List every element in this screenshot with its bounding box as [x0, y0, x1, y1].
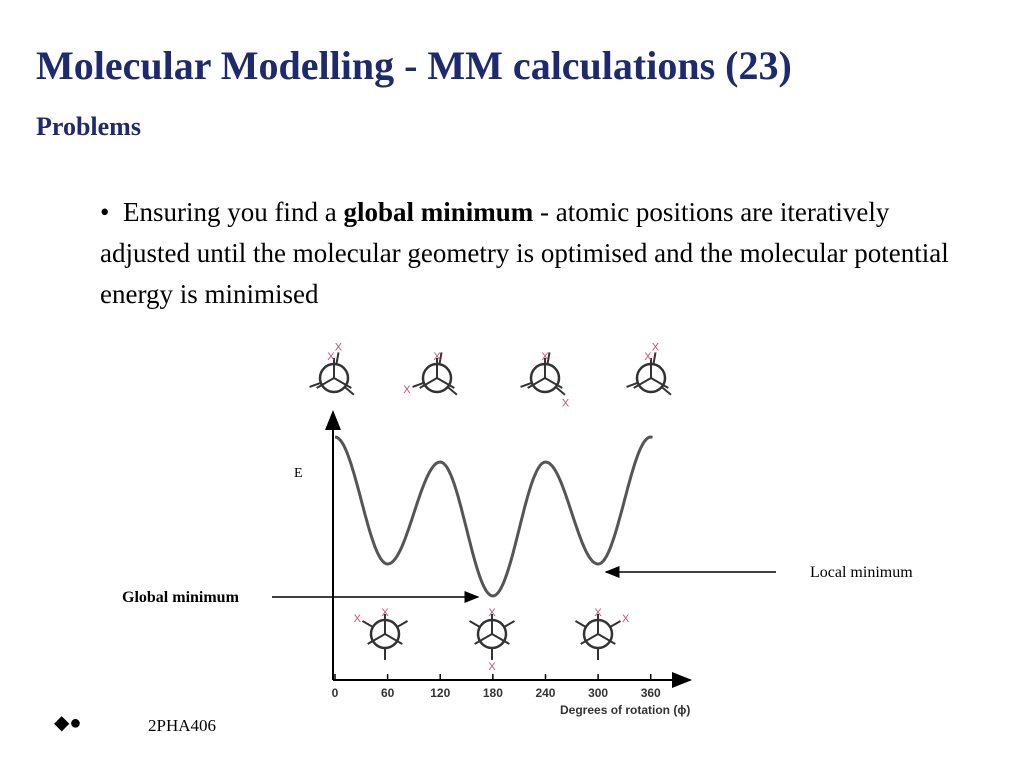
front-bond	[333, 377, 352, 389]
front-bond	[544, 377, 563, 389]
x-axis-title: Degrees of rotation (ϕ)	[560, 703, 691, 717]
newman-staggered-60: XX	[354, 607, 409, 660]
substituent-x-label: X	[488, 661, 496, 673]
back-bond	[447, 386, 458, 396]
back-bond	[652, 352, 657, 365]
x-axis-ticks: 0 60 120 180 240 300 360	[332, 674, 661, 700]
back-bond	[309, 381, 322, 388]
slide-title: Molecular Modelling - MM calculations (2…	[36, 43, 792, 88]
substituent-x-label: X	[622, 613, 630, 625]
slide-subtitle: Problems	[36, 112, 141, 141]
newman-eclipsed-120: XX	[403, 351, 458, 396]
front-bond	[474, 633, 493, 645]
energy-curve	[334, 435, 653, 598]
back-bond	[468, 620, 481, 628]
front-bond	[633, 377, 652, 389]
bullet-point: • Ensuring you find a global minimum - a…	[100, 192, 980, 315]
x-tick-label: 300	[588, 686, 608, 700]
back-bond	[344, 386, 355, 396]
bullet-marker: •	[100, 197, 110, 227]
substituent-x-label: X	[488, 607, 496, 619]
back-bond	[361, 620, 374, 628]
back-bond	[412, 381, 425, 388]
newman-eclipsed-0: XX	[309, 341, 355, 396]
newman-staggered-180: XX	[468, 607, 516, 673]
substituent-x-label: X	[381, 607, 389, 619]
substituent-x-label: X	[403, 384, 411, 396]
local-minimum-label: Local minimum	[810, 564, 913, 581]
back-bond	[555, 386, 566, 396]
front-bond	[436, 377, 455, 389]
back-bond	[438, 352, 443, 365]
global-minimum-label: Global minimum	[122, 589, 239, 606]
front-bond	[491, 633, 510, 645]
front-bond	[650, 377, 669, 389]
front-bond	[580, 633, 599, 645]
front-bond	[597, 633, 616, 645]
substituent-x-label: X	[433, 351, 441, 363]
back-bond	[546, 352, 551, 365]
bullet-text-before: Ensuring you find a	[122, 197, 344, 227]
bullet-text-after: - atomic positions are iteratively adjus…	[100, 197, 949, 309]
substituent-x-label: X	[652, 341, 660, 353]
footer-course-code: 2PHA406	[148, 716, 217, 735]
substituent-x-label: X	[354, 613, 362, 625]
back-bond	[574, 620, 587, 628]
back-bond	[661, 386, 672, 396]
substituent-x-label: X	[562, 398, 570, 410]
back-bond	[520, 381, 533, 388]
newman-eclipsed-360: XX	[626, 341, 672, 396]
front-bond	[527, 377, 546, 389]
back-bond	[396, 620, 409, 628]
x-tick-label: 180	[483, 686, 503, 700]
bullet-text-bold: global minimum	[343, 197, 534, 227]
front-bond	[384, 633, 403, 645]
back-bond	[626, 381, 639, 388]
substituent-x-label: X	[644, 351, 652, 363]
front-bond	[419, 377, 438, 389]
front-bond	[367, 633, 386, 645]
substituent-x-label: X	[327, 351, 335, 363]
substituent-x-label: X	[594, 607, 602, 619]
x-tick-label: 120	[430, 686, 450, 700]
substituent-x-label: X	[541, 351, 549, 363]
footer-logo: ◆●	[54, 712, 82, 734]
back-bond	[503, 620, 516, 628]
substituent-x-label: X	[335, 341, 343, 353]
x-tick-label: 0	[332, 686, 339, 700]
back-bond	[609, 620, 622, 628]
back-bond	[335, 352, 340, 365]
x-tick-label: 360	[641, 686, 661, 700]
newman-eclipsed-240: XX	[520, 351, 570, 410]
x-tick-label: 240	[535, 686, 555, 700]
front-bond	[316, 377, 335, 389]
x-tick-label: 60	[381, 686, 395, 700]
energy-axis-label: E	[294, 466, 303, 481]
